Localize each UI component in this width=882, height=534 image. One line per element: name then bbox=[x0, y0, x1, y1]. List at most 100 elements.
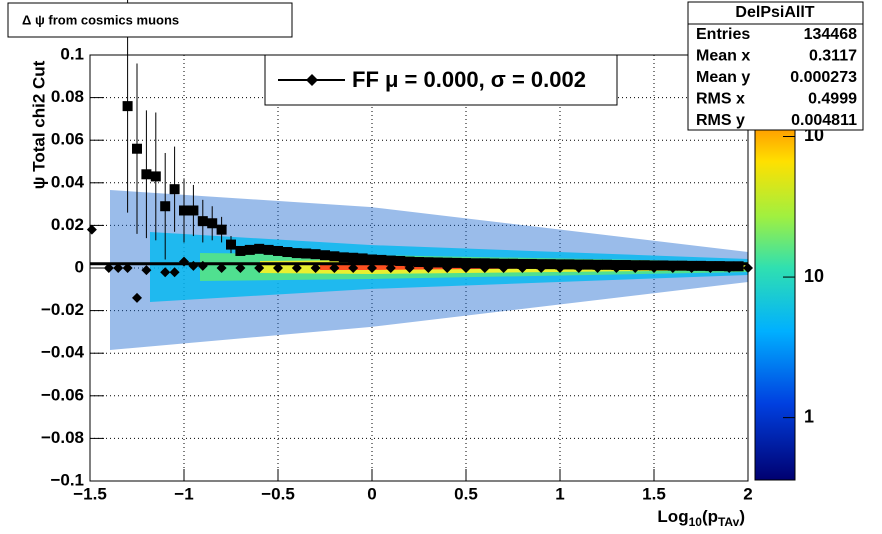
fit-mean-point bbox=[188, 260, 199, 271]
profile-point bbox=[526, 258, 537, 269]
y-tick-label: 0.06 bbox=[51, 130, 84, 149]
x-tick-label: 0.5 bbox=[454, 484, 478, 503]
z-tick-label: 1 bbox=[804, 406, 814, 426]
profile-point bbox=[338, 252, 349, 263]
stats-label: RMS x bbox=[696, 91, 745, 108]
fit-mean-point bbox=[254, 263, 265, 273]
fit-mean-point bbox=[649, 263, 659, 273]
profile-point bbox=[583, 259, 594, 270]
profile-point bbox=[564, 259, 575, 270]
profile-point bbox=[489, 258, 500, 269]
y-tick-label: −0.04 bbox=[41, 343, 85, 362]
fit-mean-point bbox=[160, 267, 171, 278]
profile-point bbox=[310, 249, 321, 260]
profile-point bbox=[385, 255, 396, 266]
fit-mean-point bbox=[630, 263, 641, 273]
fit-mean-point bbox=[179, 256, 189, 267]
profile-point bbox=[620, 260, 631, 271]
profile-point bbox=[291, 248, 302, 259]
y-tick-label: −0.06 bbox=[41, 385, 84, 404]
profile-point bbox=[160, 201, 171, 212]
fit-mean-point bbox=[197, 260, 208, 271]
profile-point bbox=[263, 244, 274, 255]
profile-point bbox=[451, 257, 462, 268]
fit-mean-point bbox=[423, 263, 434, 273]
profile-point bbox=[357, 253, 368, 264]
profile-point bbox=[254, 243, 265, 254]
profile-point bbox=[714, 261, 725, 272]
marks bbox=[86, 0, 753, 303]
profile-point bbox=[216, 224, 227, 235]
fit-mean-point bbox=[573, 263, 584, 273]
profile-point bbox=[244, 244, 255, 255]
fit-mean-point bbox=[329, 263, 340, 273]
profile-point bbox=[141, 169, 152, 180]
x-tick-label: 1.5 bbox=[642, 484, 666, 503]
fit-mean-point bbox=[686, 263, 697, 273]
fit-mean-point bbox=[536, 263, 547, 273]
profile-point bbox=[132, 143, 142, 154]
profile-point bbox=[658, 260, 669, 271]
stats-label: Mean x bbox=[696, 48, 750, 65]
profile-point bbox=[179, 205, 189, 216]
stats-label: Mean y bbox=[696, 69, 750, 86]
stats-box: DelPsiAllT Entries 134468 Mean x 0.3117 Mean… bbox=[687, 1, 864, 131]
stats-title: DelPsiAllT bbox=[735, 4, 814, 21]
chart-title: Δ ψ from cosmics muons bbox=[22, 12, 179, 27]
x-tick-label: 1 bbox=[555, 484, 564, 503]
fit-mean-point bbox=[86, 224, 97, 235]
fit-mean-point bbox=[113, 263, 124, 273]
profile-point bbox=[367, 254, 377, 265]
fit-mean-point bbox=[216, 263, 227, 273]
profile-point bbox=[273, 245, 283, 256]
fit-mean-point bbox=[611, 263, 622, 273]
fit-mean-point bbox=[479, 263, 490, 273]
fit-mean-point bbox=[461, 263, 471, 273]
profile-point bbox=[508, 258, 518, 269]
fit-mean-point bbox=[310, 263, 321, 273]
profile-point bbox=[414, 257, 424, 268]
profile-point bbox=[733, 261, 744, 272]
fit-mean-point bbox=[555, 263, 565, 273]
profile-point bbox=[188, 205, 199, 216]
y-tick-label: 0.1 bbox=[60, 44, 84, 63]
profile-point bbox=[376, 254, 387, 265]
fit-mean-point bbox=[235, 263, 246, 273]
fit-mean-point bbox=[498, 263, 509, 273]
y-tick-label: −0.02 bbox=[41, 300, 84, 319]
fit-mean-point bbox=[122, 263, 133, 273]
y-tick-label: 0.08 bbox=[51, 87, 84, 106]
legend-text: FF μ = 0.000, σ = 0.002 bbox=[352, 67, 586, 92]
x-axis-label: Log10(pTAv) bbox=[657, 507, 745, 529]
y-tick-label: 0.02 bbox=[51, 215, 84, 234]
fit-mean-point bbox=[724, 263, 735, 273]
profile-point bbox=[404, 256, 415, 267]
profile-point bbox=[470, 258, 481, 269]
stats-label: Entries bbox=[696, 26, 750, 43]
y-tick-label: 0.04 bbox=[51, 172, 85, 191]
stats-value: 0.004811 bbox=[791, 112, 857, 129]
fit-mean-point bbox=[404, 263, 415, 273]
stats-label: RMS y bbox=[696, 112, 745, 129]
y-tick-label: −0.08 bbox=[41, 428, 84, 447]
profile-point bbox=[677, 260, 688, 271]
profile-point bbox=[282, 247, 293, 258]
stats-value: 134468 bbox=[804, 26, 857, 43]
profile-point bbox=[423, 257, 434, 268]
fit-mean-point bbox=[517, 263, 528, 273]
stats-value: 0.4999 bbox=[808, 91, 857, 108]
profile-point bbox=[197, 216, 208, 227]
fit-mean-point bbox=[442, 263, 453, 273]
profile-point bbox=[639, 260, 650, 271]
profile-point bbox=[207, 218, 218, 229]
fit-mean-point bbox=[103, 263, 114, 273]
x-tick-label: −1.5 bbox=[73, 484, 107, 503]
profile-point bbox=[395, 255, 406, 266]
legend-marker bbox=[306, 74, 318, 86]
fit-mean-point bbox=[141, 265, 152, 276]
fit-mean-point bbox=[273, 263, 283, 273]
fit-mean-point bbox=[169, 267, 180, 278]
profile-point bbox=[226, 239, 236, 250]
profile-point bbox=[432, 257, 443, 268]
